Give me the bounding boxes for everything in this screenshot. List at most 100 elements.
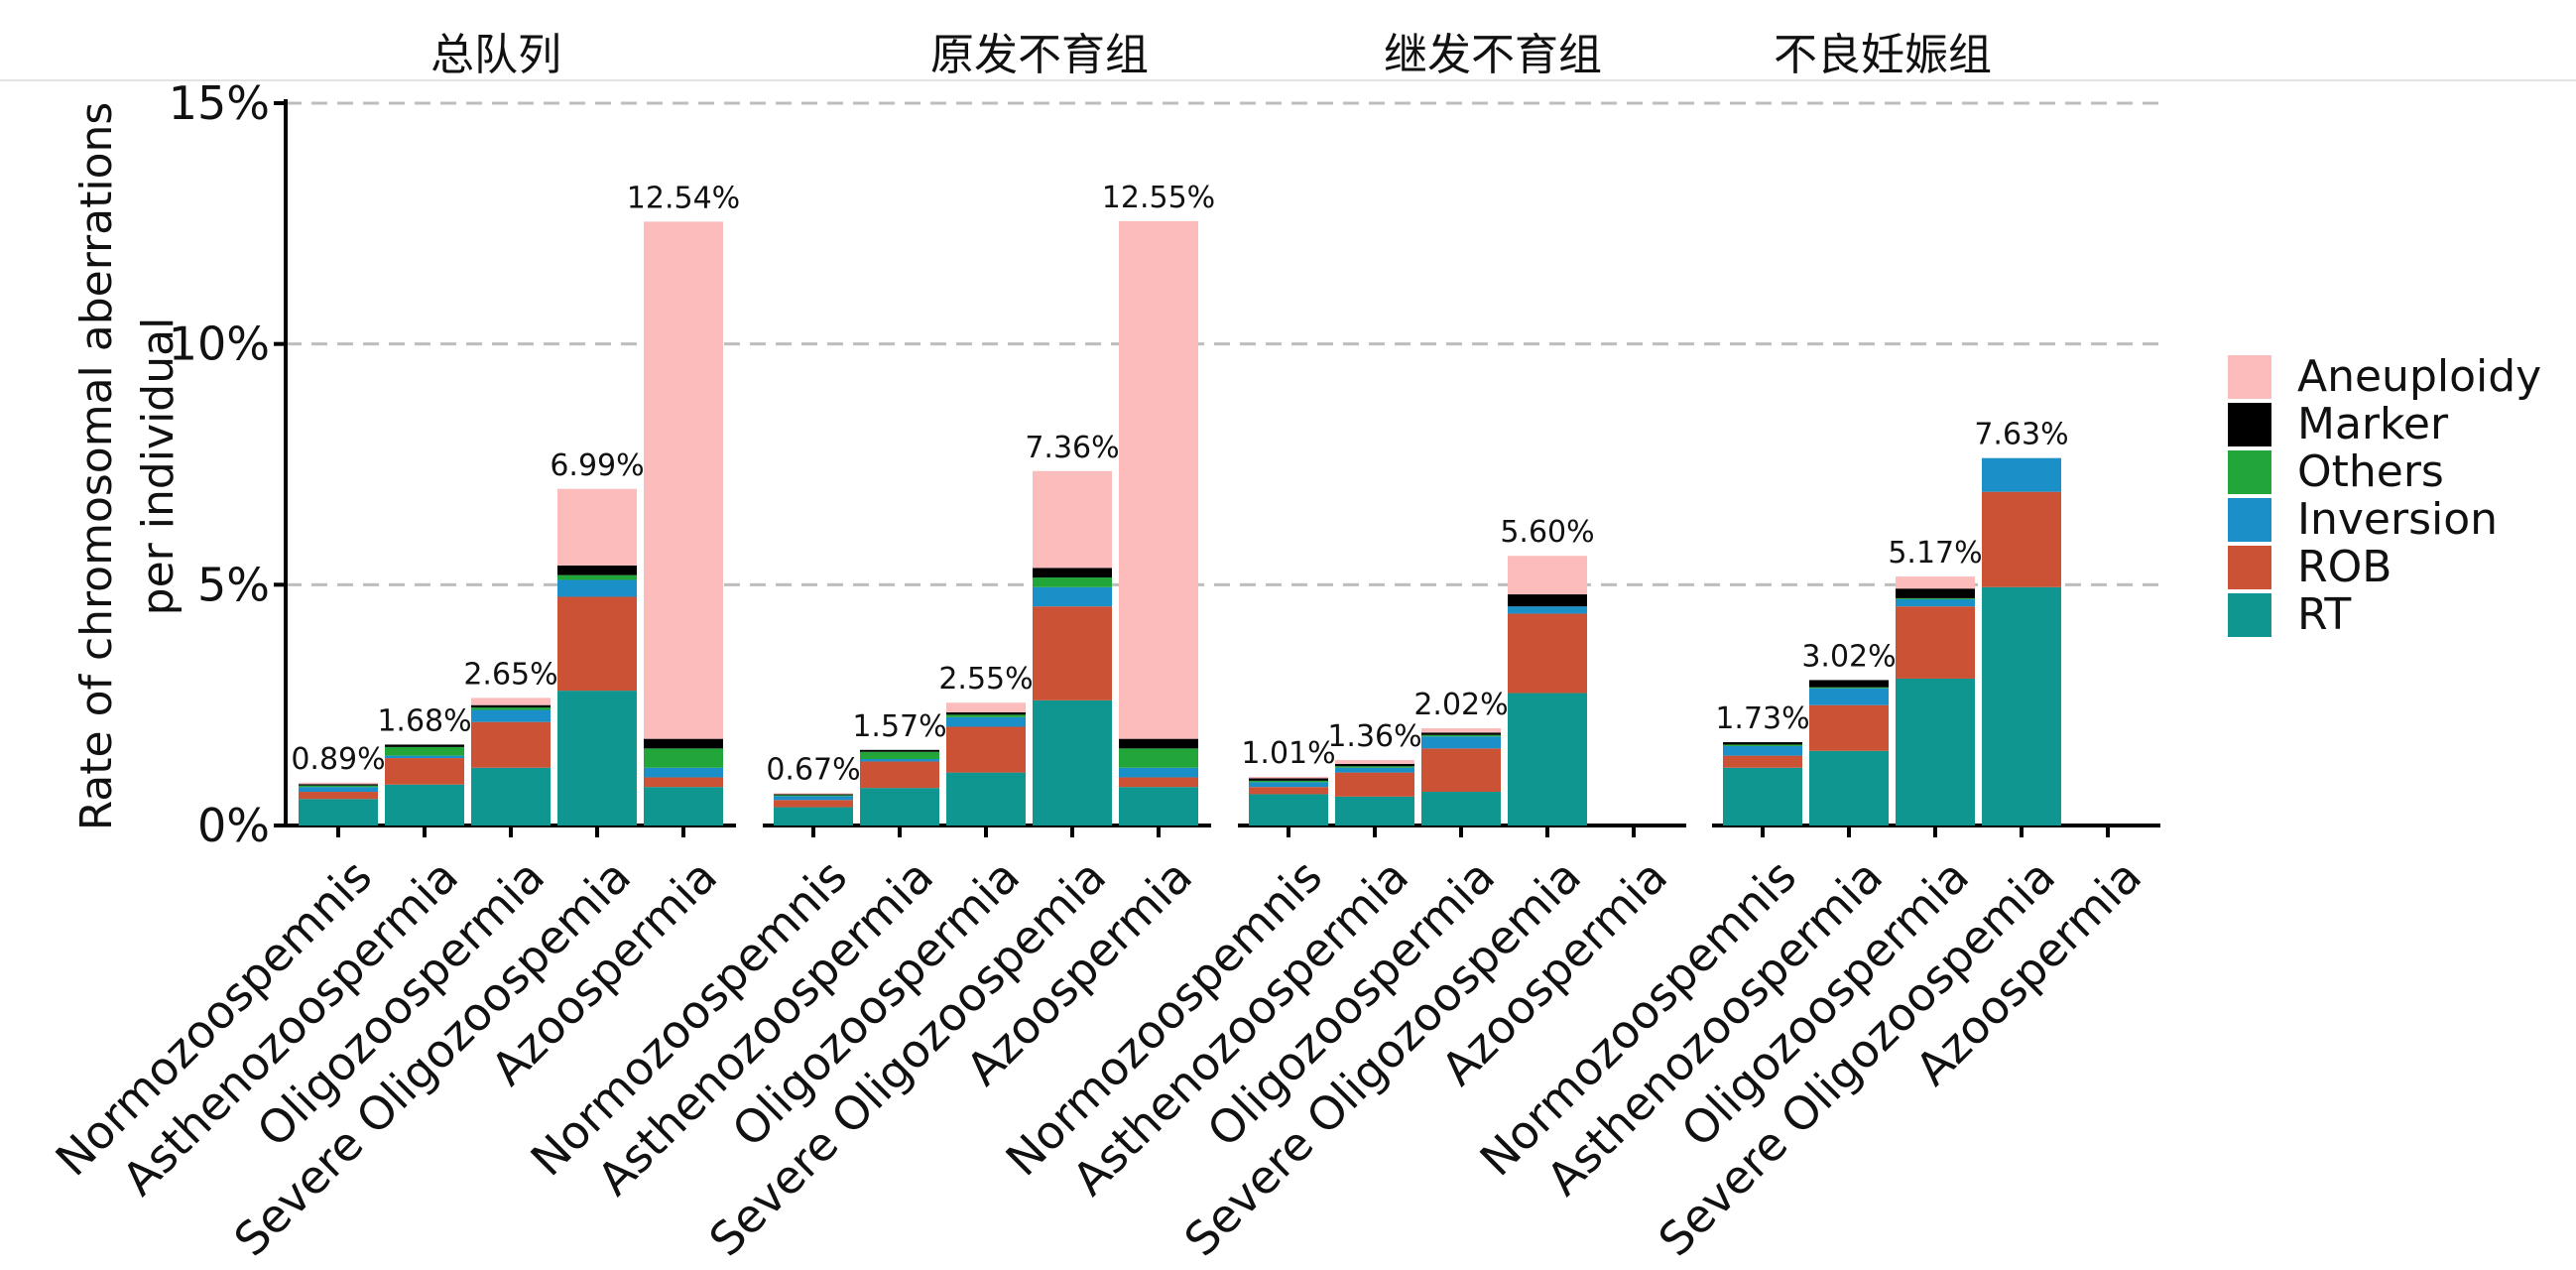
legend-swatch bbox=[2228, 546, 2271, 589]
bar-segment-others bbox=[385, 746, 464, 756]
bar-segment-others bbox=[1249, 780, 1328, 783]
bar-total-label: 1.73% bbox=[1715, 701, 1809, 736]
bar-segment-rt bbox=[1335, 796, 1414, 826]
bar-segment-inversion bbox=[860, 759, 939, 762]
bar-segment-inversion bbox=[385, 755, 464, 759]
bar-total-label: 6.99% bbox=[550, 448, 644, 483]
bar-segment-rob bbox=[1982, 491, 2061, 587]
bar-segment-marker bbox=[1335, 763, 1414, 767]
bar-segment-marker bbox=[385, 744, 464, 747]
panel-title: 继发不育组 bbox=[1384, 30, 1602, 80]
bar-segment-inversion bbox=[299, 787, 378, 793]
bar-segment-others bbox=[1335, 766, 1414, 768]
bar-segment-marker bbox=[860, 749, 939, 752]
bar-segment-rob bbox=[1809, 704, 1889, 751]
bar-segment-inversion bbox=[471, 709, 551, 722]
bar-segment-aneuploidy bbox=[1033, 470, 1112, 569]
bar-segment-rt bbox=[471, 767, 551, 826]
bar-segment-rob bbox=[1508, 613, 1587, 694]
y-tick-label: 15% bbox=[169, 76, 270, 130]
bar-segment-rt bbox=[1119, 787, 1198, 826]
legend-swatch bbox=[2228, 593, 2271, 637]
bar-total-label: 0.67% bbox=[766, 752, 860, 787]
bar-segment-marker bbox=[557, 565, 637, 575]
bar-segment-rt bbox=[946, 772, 1026, 826]
legend-swatch bbox=[2228, 403, 2271, 446]
bar-segment-marker bbox=[946, 711, 1026, 715]
bar-total-label: 5.60% bbox=[1500, 515, 1594, 550]
bar-segment-rob bbox=[946, 726, 1026, 773]
legend-swatch bbox=[2228, 450, 2271, 494]
bar-segment-inversion bbox=[1033, 586, 1112, 607]
bar-segment-aneuploidy bbox=[557, 488, 637, 566]
bar-segment-marker bbox=[644, 738, 723, 749]
bar-segment-inversion bbox=[644, 767, 723, 778]
bar-segment-aneuploidy bbox=[774, 793, 853, 795]
bar-segment-rt bbox=[774, 807, 853, 826]
bar-segment-marker bbox=[1249, 778, 1328, 781]
bar-segment-others bbox=[1809, 687, 1889, 689]
bar-segment-aneuploidy bbox=[946, 702, 1026, 712]
bar-segment-rob bbox=[557, 596, 637, 692]
bar-segment-rob bbox=[385, 758, 464, 785]
bar-total-label: 3.02% bbox=[1801, 639, 1896, 674]
bar-segment-others bbox=[644, 748, 723, 768]
bar-segment-inversion bbox=[1723, 745, 1802, 756]
bar-total-label: 12.55% bbox=[1102, 181, 1215, 215]
bar-segment-others bbox=[860, 751, 939, 760]
bar-total-label: 5.17% bbox=[1888, 536, 1982, 571]
bar-segment-rob bbox=[1896, 606, 1975, 679]
bar-total-label: 7.36% bbox=[1025, 431, 1119, 465]
bar-segment-marker bbox=[1421, 732, 1501, 735]
bar-total-label: 2.65% bbox=[463, 657, 557, 692]
bar-total-label: 1.01% bbox=[1241, 736, 1335, 771]
bar-segment-rt bbox=[1809, 750, 1889, 826]
bar-segment-inversion bbox=[557, 579, 637, 597]
y-tick-label: 10% bbox=[169, 318, 270, 371]
bar-segment-others bbox=[1896, 597, 1975, 599]
bar-segment-rt bbox=[1896, 678, 1975, 826]
bar-segment-inversion bbox=[1335, 767, 1414, 773]
bar-segment-marker bbox=[1809, 680, 1889, 688]
bar-segment-inversion bbox=[1249, 782, 1328, 788]
bar-segment-inversion bbox=[1809, 688, 1889, 705]
bar-segment-aneuploidy bbox=[1249, 776, 1328, 779]
panel-title: 原发不育组 bbox=[930, 30, 1149, 80]
bar-segment-marker bbox=[1723, 742, 1802, 745]
y-tick-label: 0% bbox=[197, 799, 270, 852]
bar-segment-inversion bbox=[1982, 457, 2061, 492]
bar-total-label: 1.36% bbox=[1327, 719, 1421, 754]
bar-total-label: 12.54% bbox=[627, 181, 740, 215]
legend-label: Aneuploidy bbox=[2297, 351, 2541, 402]
bar-segment-rt bbox=[299, 799, 378, 826]
bar-segment-rob bbox=[1723, 755, 1802, 768]
bar-segment-rob bbox=[299, 792, 378, 800]
bar-segment-marker bbox=[471, 704, 551, 708]
bar-segment-marker bbox=[1896, 588, 1975, 598]
bar-segment-others bbox=[299, 785, 378, 788]
bar-segment-marker bbox=[1119, 738, 1198, 749]
bar-segment-rob bbox=[644, 777, 723, 788]
bar-total-label: 7.63% bbox=[1974, 418, 2068, 452]
bar-segment-rob bbox=[774, 800, 853, 808]
legend-label: ROB bbox=[2297, 542, 2392, 592]
bar-segment-rt bbox=[860, 788, 939, 826]
bar-total-label: 0.89% bbox=[291, 742, 385, 777]
bar-segment-aneuploidy bbox=[1119, 220, 1198, 739]
bar-segment-others bbox=[1033, 577, 1112, 587]
bar-segment-marker bbox=[774, 794, 853, 796]
bar-segment-aneuploidy bbox=[1335, 759, 1414, 764]
bar-segment-rob bbox=[1335, 772, 1414, 797]
bar-segment-inversion bbox=[1896, 598, 1975, 607]
bar-segment-rob bbox=[860, 761, 939, 789]
y-tick-label: 5% bbox=[197, 558, 270, 611]
legend-swatch bbox=[2228, 498, 2271, 542]
bar-segment-rt bbox=[1249, 794, 1328, 826]
bar-segment-rt bbox=[1508, 693, 1587, 826]
top-divider bbox=[0, 79, 2576, 81]
bar-segment-others bbox=[1421, 734, 1501, 737]
bar-segment-rob bbox=[1249, 787, 1328, 795]
bar-segment-aneuploidy bbox=[644, 221, 723, 739]
legend-label: RT bbox=[2297, 589, 2351, 640]
bar-segment-rt bbox=[1723, 767, 1802, 826]
